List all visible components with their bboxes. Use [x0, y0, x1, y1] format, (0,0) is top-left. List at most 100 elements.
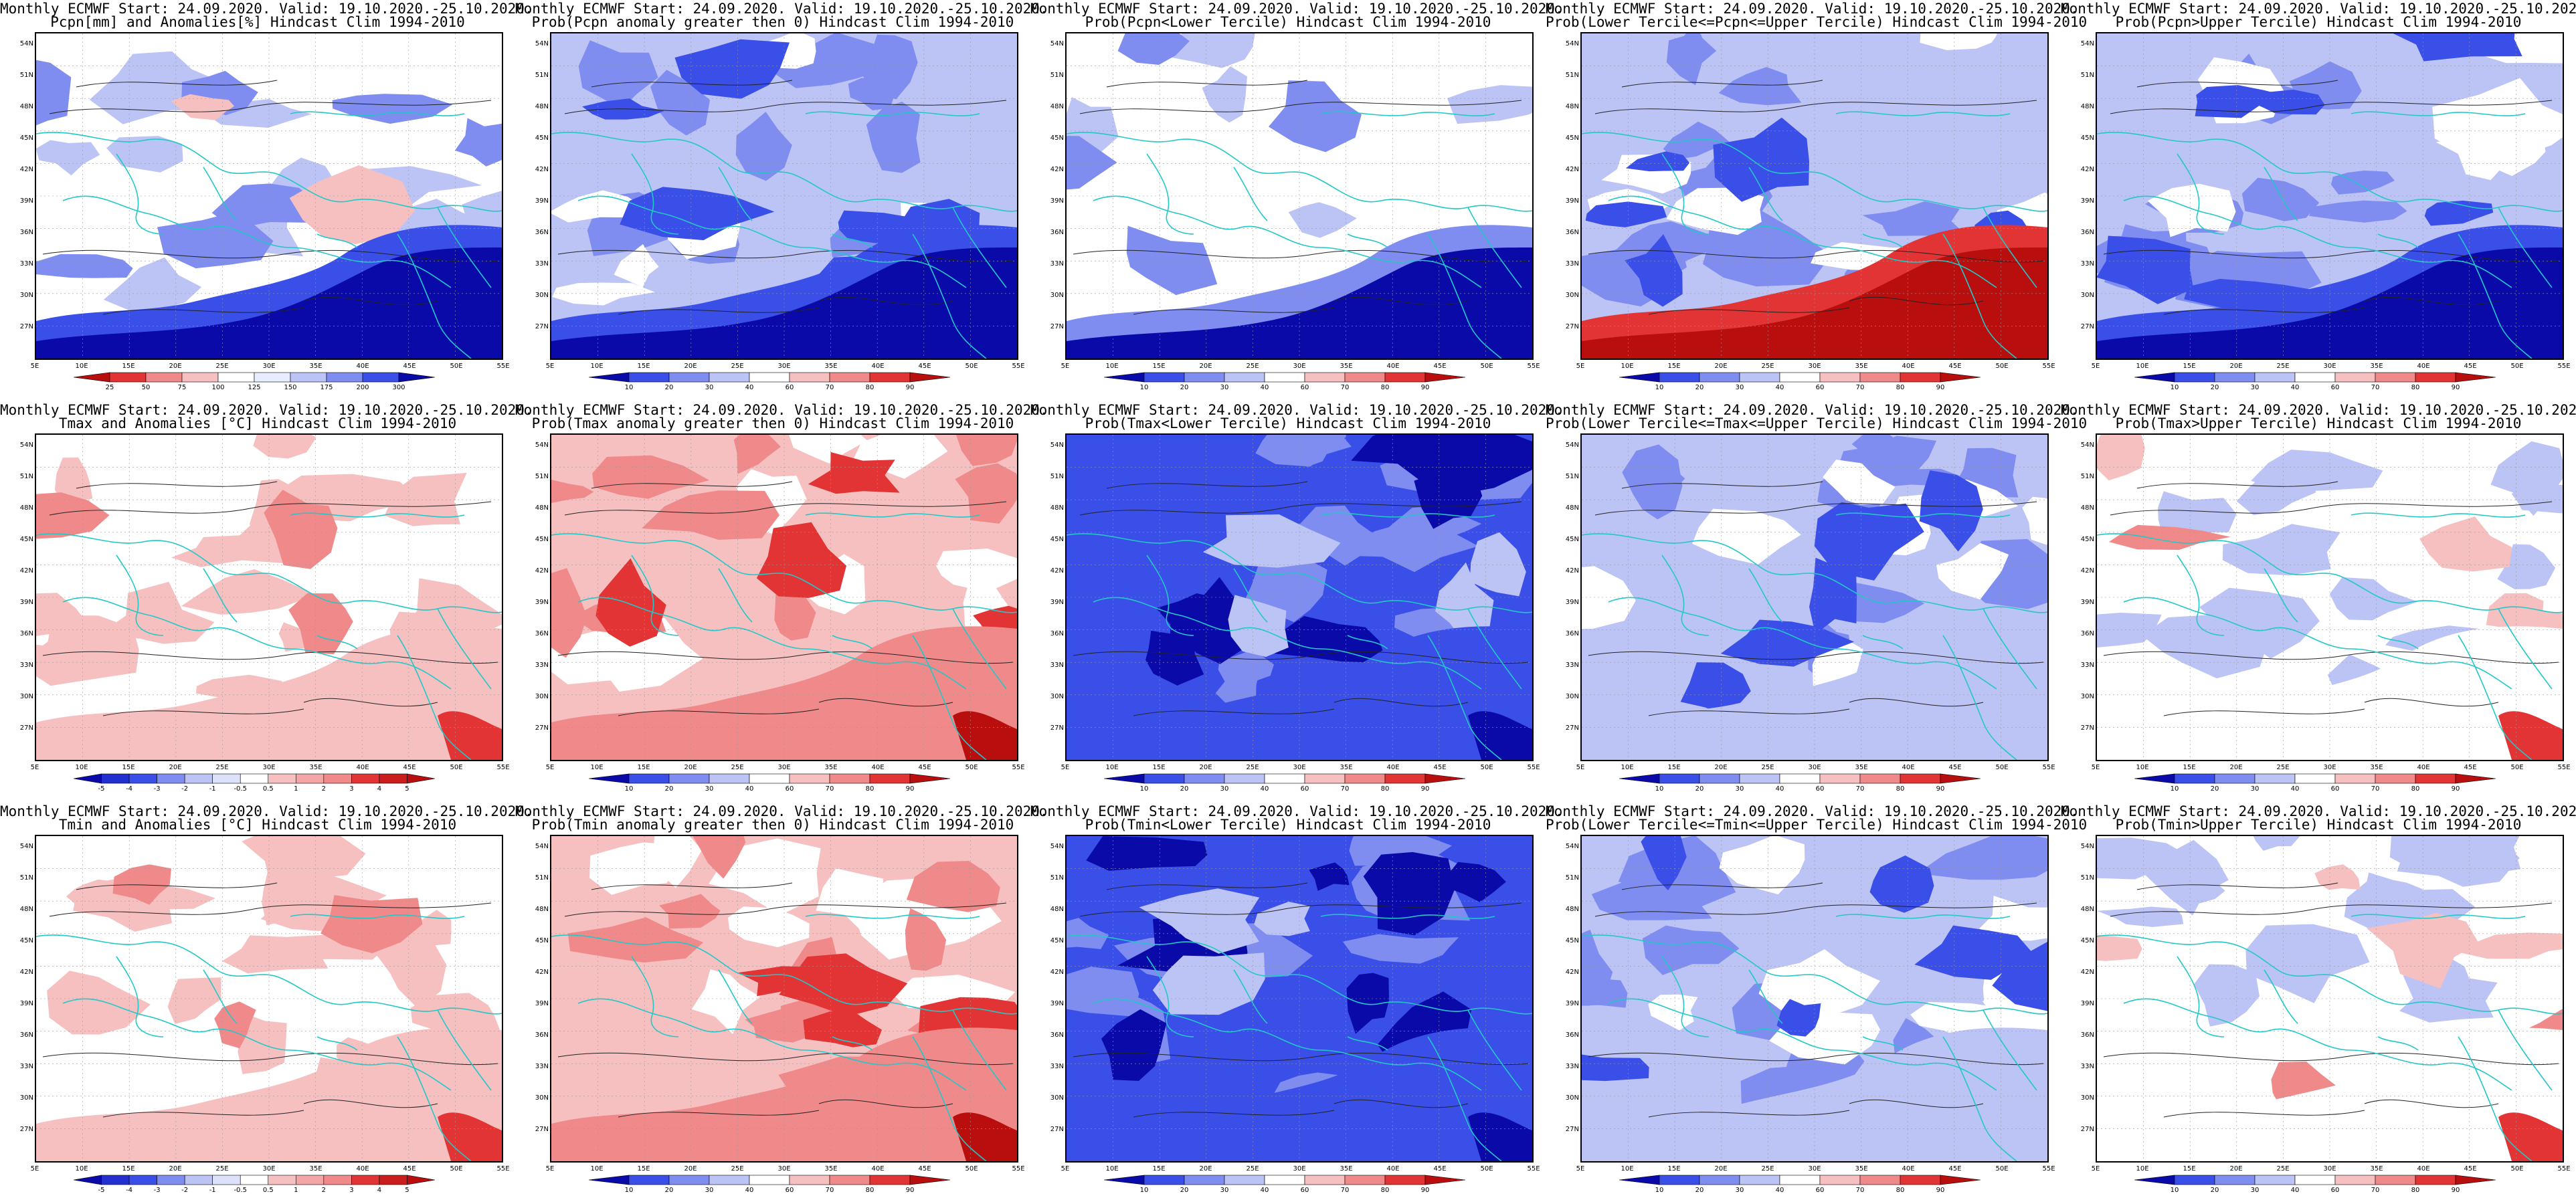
colorbar-segment [1739, 372, 1780, 383]
colorbar-tick-label: 30 [1220, 384, 1229, 391]
latitude-label: 51N [2080, 874, 2094, 882]
colorbar-tick-label: 70 [1340, 1187, 1350, 1194]
colorbar-tick-label: 2 [321, 1187, 327, 1194]
colorbar-segment [74, 773, 102, 784]
coastline [1347, 1036, 1388, 1051]
corner-region [1468, 1112, 1532, 1161]
colorbar-tick-label: 10 [624, 1187, 634, 1194]
latitude-label: 39N [1050, 197, 1064, 205]
longitude-label: 35E [309, 764, 323, 771]
latitude-label: 45N [535, 134, 549, 142]
shaded-region [1145, 630, 1204, 686]
latitude-label: 39N [2080, 599, 2094, 606]
colorbar-tick-label: 20 [1180, 785, 1189, 793]
longitude-label: 40E [1386, 1165, 1400, 1173]
colorbar-tick-label: 70 [1855, 1187, 1865, 1194]
panel-title-line1: Monthly ECMWF Start: 24.09.2020. Valid: … [0, 402, 533, 418]
coastline [631, 956, 679, 1037]
colorbar-tick-label: 70 [825, 384, 834, 391]
longitude-label: 55E [2042, 363, 2055, 370]
longitude-label: 15E [122, 363, 135, 370]
shaded-region [2097, 613, 2162, 648]
latitude-label: 36N [1565, 630, 1579, 637]
longitude-label: 50E [450, 363, 463, 370]
coastline [397, 233, 472, 359]
colorbar-segment [157, 773, 185, 784]
longitude-label: 30E [1808, 764, 1821, 771]
shaded-region [1814, 502, 1924, 581]
colorbar-tick-label: 0.5 [262, 1187, 274, 1194]
latitude-label: 51N [535, 874, 549, 882]
colorbar-tick-label: 90 [905, 384, 915, 391]
colorbar-tick-label: 20 [1695, 785, 1704, 793]
longitude-label: 20E [169, 764, 182, 771]
latitude-label: 51N [1050, 473, 1064, 480]
shaded-region [1351, 435, 1464, 484]
shaded-region [1202, 66, 1247, 123]
longitude-label: 35E [824, 764, 838, 771]
latitude-label: 42N [19, 166, 33, 173]
shaded-region [2199, 587, 2320, 659]
longitude-label: 10E [1621, 1165, 1634, 1173]
latitude-label: 42N [19, 567, 33, 575]
map-panel: Monthly ECMWF Start: 24.09.2020. Valid: … [1030, 401, 1564, 803]
coastline [1093, 597, 1482, 690]
latitude-label: 33N [19, 662, 33, 669]
corner-region [438, 1112, 502, 1161]
coastline [1983, 207, 2037, 288]
colorbar-tick-label: 75 [177, 384, 187, 391]
contour-line [1333, 1099, 1469, 1108]
shaded-region [2419, 516, 2512, 572]
shaded-region [2490, 441, 2563, 516]
southern-region-core [36, 247, 502, 359]
contour-line [76, 882, 278, 890]
latitude-label: 51N [1565, 72, 1579, 79]
colorbar-segment [1264, 1175, 1305, 1185]
coastline [290, 914, 465, 919]
longitude-label: 40E [356, 363, 369, 370]
colorbar-segment [1619, 773, 1660, 784]
coastline [577, 597, 967, 690]
latitude-label: 36N [1565, 1031, 1579, 1039]
coastline [1748, 568, 1783, 623]
map-frame [550, 32, 1018, 360]
contour-line [1648, 708, 1850, 716]
longitude-label: 15E [2183, 363, 2196, 370]
longitude-label: 45E [918, 764, 931, 771]
latitude-label: 48N [1050, 103, 1064, 110]
latitude-label: 30N [2080, 292, 2094, 299]
colorbar-segment [1699, 773, 1740, 784]
coastline [437, 207, 492, 288]
colorbar-tick-label: 30 [1735, 1187, 1744, 1194]
coastline [2498, 1009, 2553, 1091]
colorbar-tick-label: 90 [905, 1187, 915, 1194]
contour-line [1106, 80, 1308, 88]
map-frame [1065, 32, 1534, 360]
latitude-label: 39N [1565, 197, 1579, 205]
latitude-label: 30N [1050, 292, 1064, 299]
longitude-label: 25E [215, 764, 229, 771]
colorbar-segment [74, 1175, 102, 1185]
coastline [1320, 111, 1495, 116]
latitude-label: 48N [1565, 504, 1579, 512]
latitude-label: 33N [19, 260, 33, 268]
longitude-label: 40E [871, 363, 885, 370]
colorbar-tick-label: 90 [905, 785, 915, 793]
colorbar-segment [326, 372, 363, 383]
shaded-region [36, 60, 72, 126]
colorbar-segment [101, 773, 130, 784]
shaded-region [728, 906, 810, 948]
colorbar-tick-label: 80 [1380, 384, 1390, 391]
colorbar-tick-label: 40 [1775, 384, 1784, 391]
map-frame [35, 32, 503, 360]
shaded-region [1117, 33, 1190, 65]
latitude-label: 30N [2080, 693, 2094, 700]
shaded-region [1254, 902, 1310, 936]
colorbar-tick-label: 20 [664, 785, 674, 793]
colorbar-segment [1859, 372, 1901, 383]
colorbar-tick-label: 20 [1180, 384, 1189, 391]
longitude-label: 45E [1948, 764, 1962, 771]
map-panel: Monthly ECMWF Start: 24.09.2020. Valid: … [1546, 0, 2087, 401]
map-frame [2096, 835, 2564, 1163]
contour-line [303, 1099, 438, 1108]
